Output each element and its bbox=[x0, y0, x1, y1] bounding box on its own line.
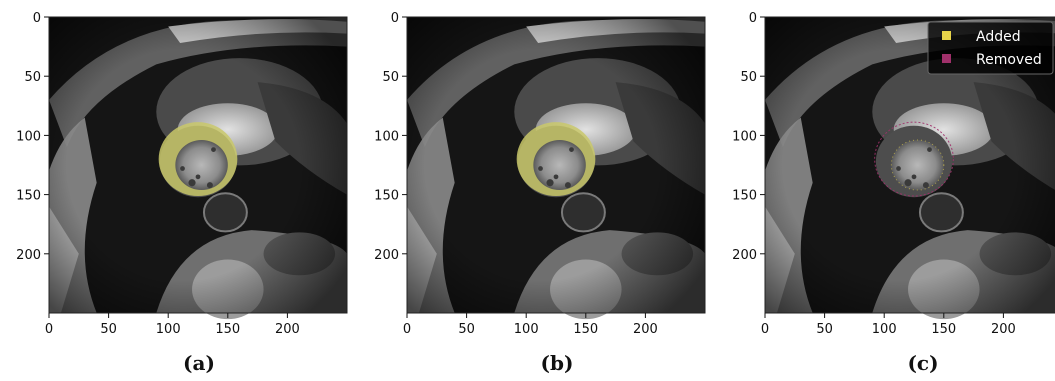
y-tick-label: 100 bbox=[732, 129, 757, 144]
y-tick-label: 50 bbox=[382, 70, 399, 85]
y-tick-label: 0 bbox=[391, 11, 399, 26]
segmentation-mask bbox=[516, 122, 596, 197]
x-tick-label: 100 bbox=[156, 322, 181, 337]
x-tick-label: 50 bbox=[458, 322, 475, 337]
caption-c: (c) bbox=[907, 351, 939, 375]
x-tick-label: 150 bbox=[215, 322, 240, 337]
legend-box bbox=[927, 21, 1054, 75]
x-tick-label: 100 bbox=[872, 322, 897, 337]
image-frame bbox=[406, 16, 706, 314]
axes: 0 50 100 150 200 0 50 100 150 200 bbox=[732, 11, 1016, 337]
panel-a-figure: 0 50 100 150 200 0 50 100 150 200 bbox=[16, 11, 348, 337]
y-tick-label: 100 bbox=[374, 129, 399, 144]
legend-swatch-removed bbox=[942, 54, 951, 63]
x-tick-label: 50 bbox=[816, 322, 833, 337]
x-tick-label: 100 bbox=[514, 322, 539, 337]
x-tick-label: 50 bbox=[100, 322, 117, 337]
axes: 0 50 100 150 200 0 50 100 150 200 bbox=[16, 11, 300, 337]
legend: Added Removed bbox=[927, 21, 1054, 75]
y-tick-label: 200 bbox=[16, 248, 41, 263]
segmentation-mask bbox=[158, 122, 238, 197]
image-frame bbox=[48, 16, 348, 314]
y-tick-label: 50 bbox=[740, 70, 757, 85]
y-tick-label: 150 bbox=[16, 189, 41, 204]
panel-c-figure: 0 50 100 150 200 0 50 100 150 200 Added Removed bbox=[732, 11, 1055, 337]
mri-vignette bbox=[407, 17, 705, 313]
y-tick-label: 0 bbox=[33, 11, 41, 26]
y-tick-label: 150 bbox=[732, 189, 757, 204]
x-tick-label: 200 bbox=[991, 322, 1016, 337]
x-tick-label: 0 bbox=[761, 322, 769, 337]
panel-b: 0 50 100 150 200 0 50 100 150 200 (b) bbox=[358, 0, 706, 381]
added-outline bbox=[890, 139, 945, 191]
y-tick-label: 200 bbox=[374, 248, 399, 263]
y-tick-label: 200 bbox=[732, 248, 757, 263]
legend-label-removed: Removed bbox=[976, 52, 1042, 68]
mri-image bbox=[406, 16, 706, 320]
x-tick-label: 0 bbox=[403, 322, 411, 337]
y-tick-label: 100 bbox=[16, 129, 41, 144]
panel-c: 0 50 100 150 200 0 50 100 150 200 Added Removed (… bbox=[716, 0, 1055, 381]
x-tick-label: 150 bbox=[573, 322, 598, 337]
x-tick-label: 150 bbox=[931, 322, 956, 337]
axes: 0 50 100 150 200 0 50 100 150 200 bbox=[374, 11, 658, 337]
removed-outline bbox=[874, 121, 954, 197]
legend-swatch-added bbox=[942, 31, 951, 40]
panel-b-figure: 0 50 100 150 200 0 50 100 150 200 bbox=[374, 11, 706, 337]
caption-a: (a) bbox=[183, 351, 215, 375]
y-tick-label: 150 bbox=[374, 189, 399, 204]
x-tick-label: 200 bbox=[633, 322, 658, 337]
caption-b: (b) bbox=[540, 351, 574, 375]
legend-label-added: Added bbox=[976, 29, 1021, 45]
image-frame bbox=[764, 16, 1055, 314]
panel-a: 0 50 100 150 200 0 50 100 150 200 (a) bbox=[0, 0, 348, 381]
mri-vignette bbox=[49, 17, 347, 313]
y-tick-label: 0 bbox=[749, 11, 757, 26]
mri-image bbox=[48, 16, 348, 320]
x-tick-label: 0 bbox=[45, 322, 53, 337]
y-tick-label: 50 bbox=[24, 70, 41, 85]
x-tick-label: 200 bbox=[275, 322, 300, 337]
